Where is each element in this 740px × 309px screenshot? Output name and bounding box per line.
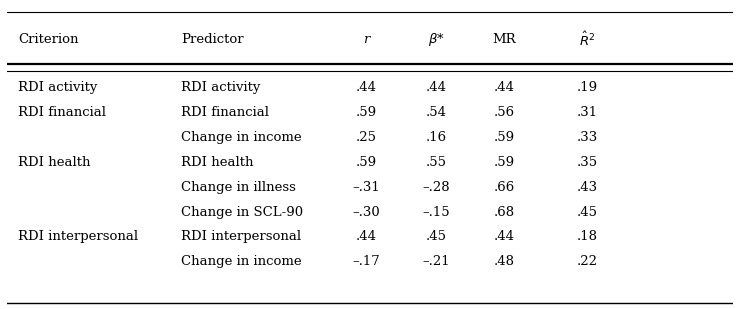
- Text: Predictor: Predictor: [181, 33, 244, 46]
- Text: .35: .35: [577, 156, 598, 169]
- Text: .59: .59: [356, 106, 377, 119]
- Text: .54: .54: [426, 106, 447, 119]
- Text: Change in illness: Change in illness: [181, 181, 296, 194]
- Text: Change in SCL-90: Change in SCL-90: [181, 205, 303, 218]
- Text: RDI financial: RDI financial: [181, 106, 269, 119]
- Text: Change in income: Change in income: [181, 255, 302, 268]
- Text: .44: .44: [356, 231, 377, 243]
- Text: .48: .48: [494, 255, 514, 268]
- Text: –.15: –.15: [423, 205, 451, 218]
- Text: RDI interpersonal: RDI interpersonal: [181, 231, 302, 243]
- Text: –.17: –.17: [352, 255, 380, 268]
- Text: $\hat{R}^2$: $\hat{R}^2$: [579, 30, 596, 49]
- Text: r: r: [363, 33, 369, 46]
- Text: Change in income: Change in income: [181, 131, 302, 144]
- Text: –.21: –.21: [423, 255, 451, 268]
- Text: .33: .33: [577, 131, 598, 144]
- Text: .44: .44: [494, 231, 514, 243]
- Text: RDI health: RDI health: [181, 156, 254, 169]
- Text: RDI health: RDI health: [18, 156, 91, 169]
- Text: .59: .59: [494, 156, 515, 169]
- Text: –.31: –.31: [352, 181, 380, 194]
- Text: –.30: –.30: [352, 205, 380, 218]
- Text: –.28: –.28: [423, 181, 451, 194]
- Text: .56: .56: [494, 106, 515, 119]
- Text: .18: .18: [577, 231, 598, 243]
- Text: .66: .66: [494, 181, 515, 194]
- Text: RDI activity: RDI activity: [18, 81, 98, 94]
- Text: .59: .59: [494, 131, 515, 144]
- Text: .16: .16: [426, 131, 447, 144]
- Text: RDI interpersonal: RDI interpersonal: [18, 231, 138, 243]
- Text: .68: .68: [494, 205, 515, 218]
- Text: .59: .59: [356, 156, 377, 169]
- Text: .25: .25: [356, 131, 377, 144]
- Text: $\beta$*: $\beta$*: [428, 31, 445, 48]
- Text: .43: .43: [577, 181, 598, 194]
- Text: RDI financial: RDI financial: [18, 106, 107, 119]
- Text: .22: .22: [577, 255, 598, 268]
- Text: .55: .55: [426, 156, 447, 169]
- Text: .19: .19: [577, 81, 598, 94]
- Text: Criterion: Criterion: [18, 33, 78, 46]
- Text: MR: MR: [492, 33, 516, 46]
- Text: .31: .31: [577, 106, 598, 119]
- Text: .45: .45: [577, 205, 598, 218]
- Text: .44: .44: [356, 81, 377, 94]
- Text: .45: .45: [426, 231, 447, 243]
- Text: .44: .44: [426, 81, 447, 94]
- Text: .44: .44: [494, 81, 514, 94]
- Text: RDI activity: RDI activity: [181, 81, 260, 94]
